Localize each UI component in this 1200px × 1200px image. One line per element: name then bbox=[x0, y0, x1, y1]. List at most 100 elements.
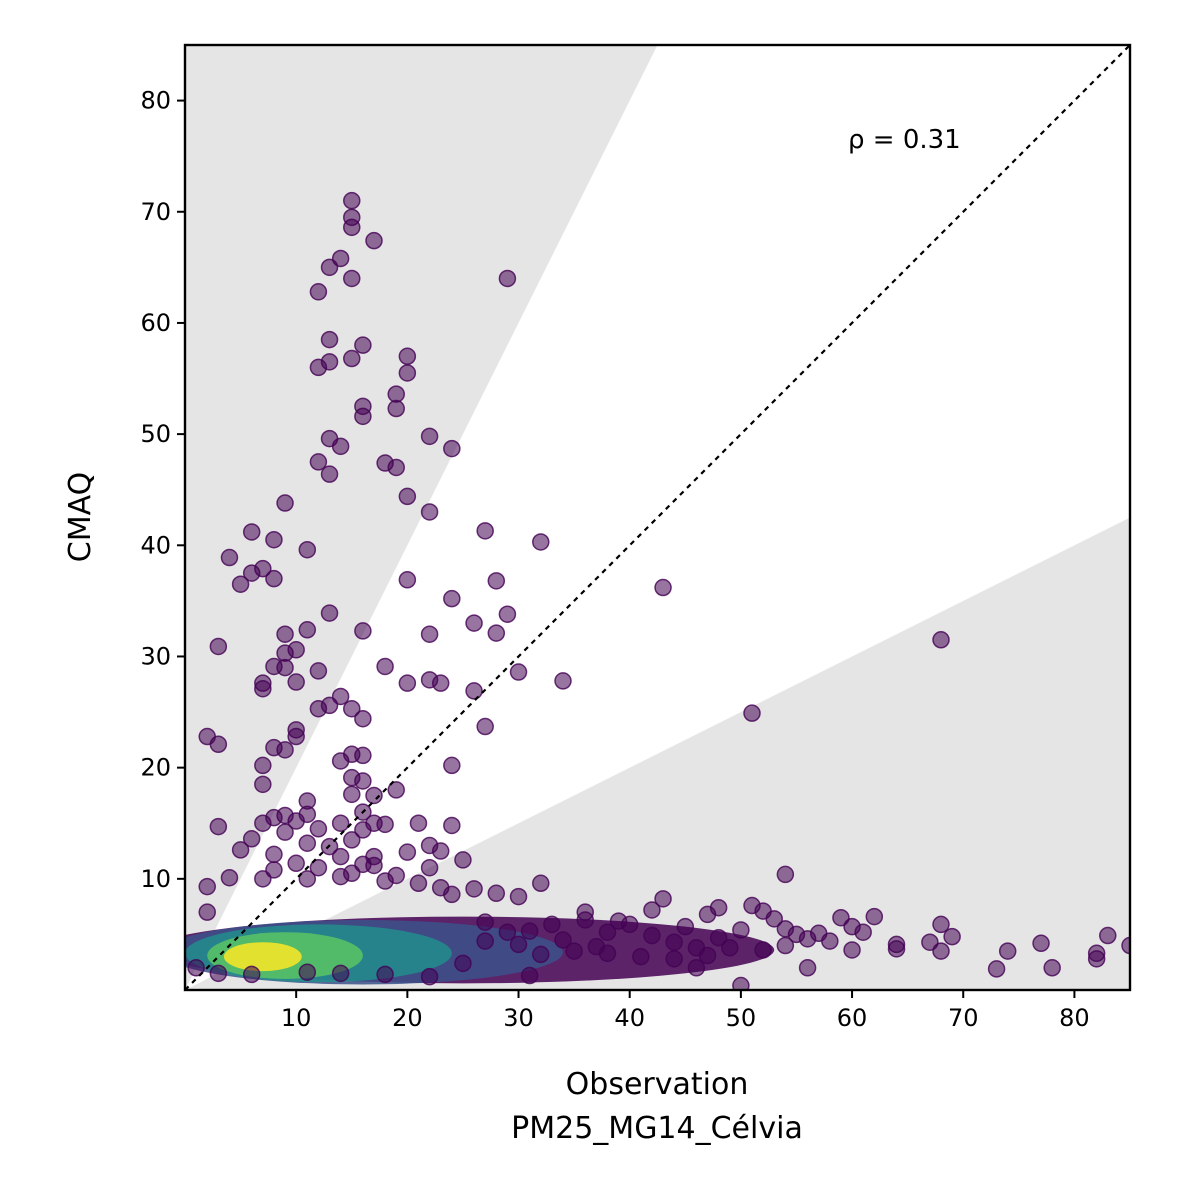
scatter-point-18 bbox=[387, 399, 405, 418]
x-axis-ticks: 10 20 30 40 50 60 70 80 bbox=[281, 990, 1090, 1032]
scatter-point-129 bbox=[220, 868, 239, 887]
scatter-point-117 bbox=[265, 845, 283, 864]
scatter-point-215 bbox=[520, 966, 539, 985]
y-tick-label: 40 bbox=[140, 531, 171, 559]
scatter-point-174 bbox=[798, 930, 817, 948]
scatter-point-126 bbox=[420, 858, 439, 877]
scatter-point-34 bbox=[532, 533, 550, 551]
scatter-point-86 bbox=[254, 756, 272, 775]
x-tick-label: 10 bbox=[281, 1004, 312, 1032]
scatter-point-178 bbox=[1032, 934, 1050, 953]
scatter-point-158 bbox=[543, 915, 561, 934]
scatter-point-10 bbox=[354, 336, 372, 354]
lower-shaded-band bbox=[185, 517, 1130, 990]
scatter-point-27 bbox=[320, 465, 339, 483]
scatter-point-35 bbox=[298, 540, 317, 559]
shaded-bands bbox=[185, 45, 1130, 990]
scatter-point-60 bbox=[276, 658, 294, 677]
x-tick-label: 20 bbox=[392, 1004, 423, 1032]
scatter-point-125 bbox=[309, 858, 328, 877]
scatter-point-135 bbox=[376, 872, 394, 890]
upper-shaded-band bbox=[185, 45, 658, 990]
scatter-point-68 bbox=[254, 679, 272, 698]
scatter-point-20 bbox=[420, 427, 439, 446]
scatter-point-214 bbox=[187, 959, 205, 977]
scatter-point-74 bbox=[743, 704, 761, 722]
scatter-point-143 bbox=[509, 887, 528, 906]
scatter-point-12 bbox=[343, 349, 361, 368]
scatter-point-11 bbox=[398, 347, 417, 366]
x-axis-sublabel: PM25_MG14_Célvia bbox=[511, 1111, 803, 1146]
scatter-point-38 bbox=[242, 564, 261, 582]
scatter-point-31 bbox=[476, 522, 494, 540]
scatter-point-155 bbox=[698, 905, 717, 924]
scatter-point-82 bbox=[276, 741, 294, 759]
scatter-point-87 bbox=[443, 756, 461, 775]
scatter-point-168 bbox=[1099, 926, 1117, 945]
scatter-point-23 bbox=[443, 439, 461, 458]
scatter-point-195 bbox=[987, 960, 1006, 978]
scatter-point-64 bbox=[287, 673, 305, 691]
scatter-point-200 bbox=[565, 942, 583, 960]
y-tick-label: 20 bbox=[140, 754, 171, 782]
scatter-point-182 bbox=[721, 939, 739, 957]
scatter-point-147 bbox=[198, 903, 216, 921]
scatter-point-42 bbox=[487, 572, 506, 590]
scatter-point-89 bbox=[354, 772, 372, 790]
scatter-point-207 bbox=[454, 954, 472, 973]
scatter-point-29 bbox=[276, 494, 294, 512]
scatter-point-51 bbox=[420, 625, 439, 643]
scatter-point-171 bbox=[643, 926, 661, 945]
scatter-point-151 bbox=[865, 907, 884, 926]
scatter-point-160 bbox=[676, 917, 695, 936]
scatter-point-43 bbox=[654, 578, 672, 597]
scatter-point-166 bbox=[854, 923, 872, 941]
x-tick-label: 40 bbox=[614, 1004, 645, 1032]
scatter-point-102 bbox=[331, 814, 350, 832]
y-tick-label: 30 bbox=[140, 642, 171, 670]
scatter-point-179 bbox=[1121, 936, 1130, 955]
scatter-point-172 bbox=[709, 928, 728, 947]
scatter-point-115 bbox=[431, 842, 450, 860]
scatter-point-67 bbox=[431, 674, 450, 692]
scatter-point-169 bbox=[520, 922, 539, 940]
scatter-point-153 bbox=[576, 911, 594, 929]
x-tick-label: 80 bbox=[1059, 1004, 1090, 1032]
scatter-point-203 bbox=[509, 935, 528, 954]
y-axis-label: CMAQ bbox=[63, 472, 98, 562]
scatter-point-136 bbox=[409, 874, 428, 893]
y-axis-ticks: 10 20 30 40 50 60 70 80 bbox=[140, 87, 185, 893]
scatter-point-59 bbox=[509, 663, 528, 681]
y-tick-label: 50 bbox=[140, 420, 171, 448]
scatter-point-33 bbox=[265, 530, 283, 549]
scatter-point-24 bbox=[309, 453, 328, 471]
scatter-point-194 bbox=[798, 959, 817, 977]
scatter-point-159 bbox=[620, 915, 639, 934]
scatter-point-198 bbox=[732, 976, 750, 990]
scatter-point-105 bbox=[443, 816, 461, 835]
scatter-point-204 bbox=[532, 945, 550, 964]
scatter-point-109 bbox=[276, 823, 294, 841]
scatter-point-201 bbox=[554, 931, 572, 949]
scatter-point-110 bbox=[343, 831, 361, 849]
scatter-point-0 bbox=[343, 191, 361, 210]
density-blob-4 bbox=[223, 942, 302, 972]
scatter-point-132 bbox=[254, 870, 272, 888]
scatter-point-142 bbox=[443, 885, 461, 904]
correlation-annotation: ρ = 0.31 bbox=[848, 125, 961, 155]
scatter-point-157 bbox=[476, 913, 494, 931]
scatter-point-213 bbox=[209, 964, 228, 983]
scatter-point-32 bbox=[242, 523, 261, 541]
scatter-point-78 bbox=[287, 727, 305, 746]
scatter-point-111 bbox=[242, 830, 261, 848]
scatter-point-47 bbox=[465, 614, 483, 632]
scatter-point-184 bbox=[776, 936, 795, 955]
scatter-point-180 bbox=[665, 933, 683, 951]
scatter-point-187 bbox=[932, 942, 950, 960]
scatter-point-75 bbox=[354, 709, 372, 728]
scatter-point-49 bbox=[298, 621, 317, 639]
scatter-point-192 bbox=[665, 950, 683, 968]
scatter-point-39 bbox=[265, 569, 283, 588]
scatter-point-93 bbox=[365, 786, 383, 805]
